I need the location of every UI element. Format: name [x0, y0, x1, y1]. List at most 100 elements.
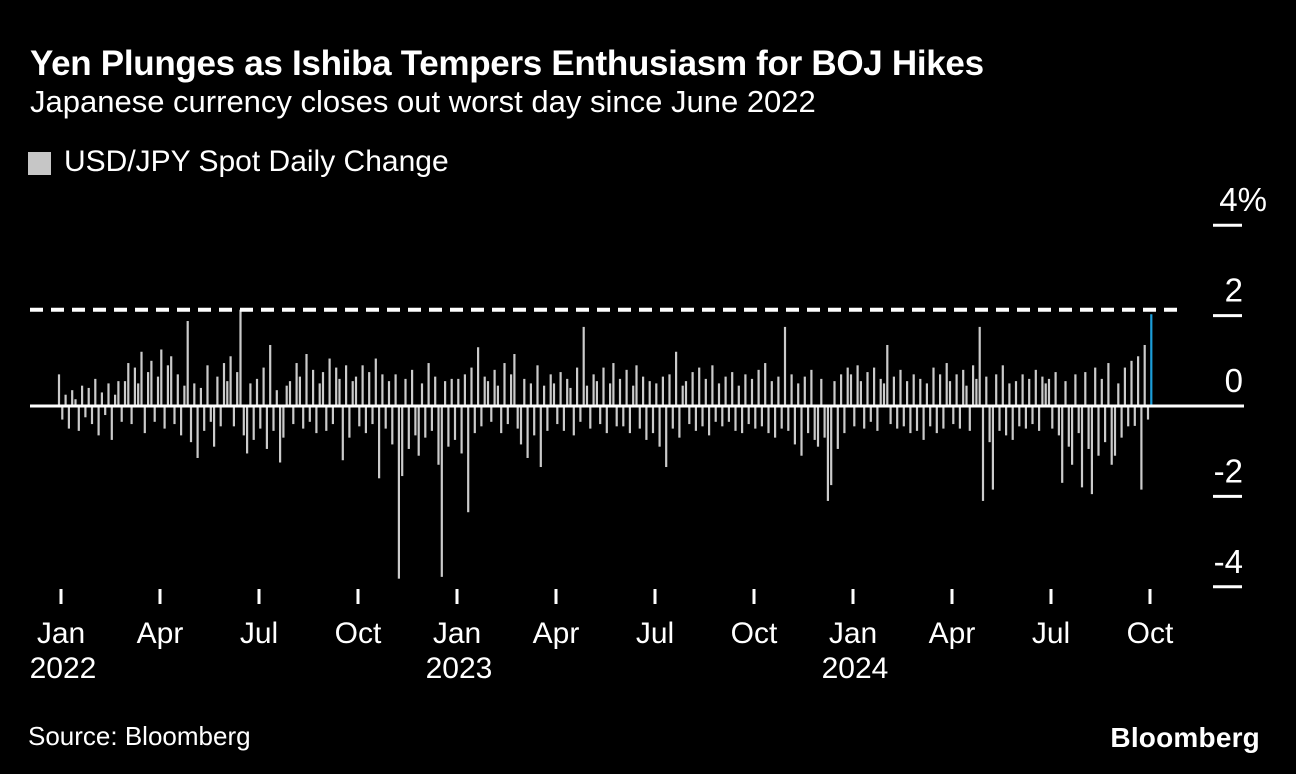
bar	[1018, 406, 1021, 427]
bar	[315, 406, 318, 434]
bar	[995, 374, 998, 406]
bar	[981, 406, 985, 501]
bar	[1137, 356, 1140, 406]
bar	[714, 406, 717, 422]
bar	[1146, 406, 1150, 420]
bar	[358, 406, 361, 427]
bar	[130, 406, 133, 425]
bar	[972, 365, 975, 406]
bar	[246, 406, 249, 454]
bar	[259, 406, 262, 429]
bar	[948, 381, 952, 406]
x-axis-label: Oct	[335, 617, 382, 650]
bloomberg-logo: Bloomberg	[1110, 722, 1260, 753]
bar	[394, 374, 397, 406]
bar	[265, 406, 268, 449]
bar	[249, 383, 252, 406]
bar	[863, 406, 866, 429]
bar	[958, 406, 961, 429]
bar	[1133, 406, 1136, 426]
bar	[414, 406, 417, 436]
bar	[529, 383, 532, 406]
bar	[1034, 369, 1037, 406]
bar	[668, 374, 671, 406]
bar	[998, 406, 1001, 431]
bar	[387, 381, 391, 406]
bar	[516, 406, 519, 429]
bar	[840, 374, 843, 406]
bar	[846, 367, 849, 406]
bar	[935, 406, 938, 434]
bar	[496, 385, 499, 406]
bar	[1028, 378, 1031, 406]
bar	[90, 406, 94, 425]
bar	[546, 406, 549, 431]
bar	[1090, 406, 1093, 495]
x-axis-label: Jul	[1032, 617, 1070, 650]
bar	[774, 406, 777, 438]
x-axis-label: Apr	[137, 617, 184, 650]
bar	[767, 406, 770, 434]
bar	[1014, 381, 1018, 406]
bar	[615, 406, 618, 427]
bar	[952, 406, 955, 425]
bar	[985, 376, 988, 406]
bar	[1024, 406, 1027, 429]
bar	[1005, 406, 1008, 436]
bar	[1110, 406, 1113, 465]
x-axis-label: Oct	[1127, 617, 1174, 650]
bar	[873, 367, 876, 406]
bar	[1094, 367, 1097, 406]
bar	[150, 360, 153, 406]
bar	[800, 406, 803, 456]
bar	[889, 406, 892, 425]
bar	[513, 354, 516, 406]
bar	[467, 406, 470, 513]
bar	[711, 365, 714, 406]
bar	[153, 406, 156, 422]
bar	[417, 406, 420, 456]
bar	[354, 376, 358, 406]
bar	[909, 406, 912, 434]
highlighted-bar	[1150, 314, 1153, 406]
bar	[1107, 363, 1110, 406]
bar	[1143, 344, 1146, 406]
bar	[741, 406, 744, 434]
y-axis-label: -2	[1214, 452, 1243, 489]
bar	[787, 406, 790, 431]
bar	[797, 383, 800, 406]
x-axis-label: Apr	[929, 617, 976, 650]
bar	[447, 406, 450, 447]
bar	[341, 406, 344, 461]
bar	[110, 406, 113, 440]
bar	[826, 406, 829, 501]
bar	[460, 406, 463, 454]
bar	[810, 369, 813, 406]
bar	[661, 376, 664, 406]
bar	[321, 372, 325, 406]
bar	[929, 406, 932, 427]
bar	[1067, 406, 1070, 447]
bar	[180, 406, 183, 436]
bar	[305, 354, 308, 406]
bar	[288, 381, 292, 406]
bar	[1104, 406, 1107, 443]
bar	[902, 406, 905, 427]
bar	[1130, 360, 1133, 406]
x-axis-year-label: 2022	[30, 652, 97, 685]
bar	[411, 369, 414, 406]
bar	[882, 383, 886, 406]
bar	[836, 406, 839, 449]
bar	[404, 378, 407, 406]
bar	[853, 406, 856, 427]
bar	[163, 406, 166, 429]
bar	[698, 367, 701, 406]
bar	[295, 363, 298, 406]
x-axis-label: Oct	[731, 617, 778, 650]
bar	[378, 406, 381, 479]
bar	[328, 358, 331, 406]
bar	[1113, 406, 1117, 456]
bar	[183, 385, 186, 406]
bar	[252, 406, 255, 440]
bar	[275, 390, 278, 406]
